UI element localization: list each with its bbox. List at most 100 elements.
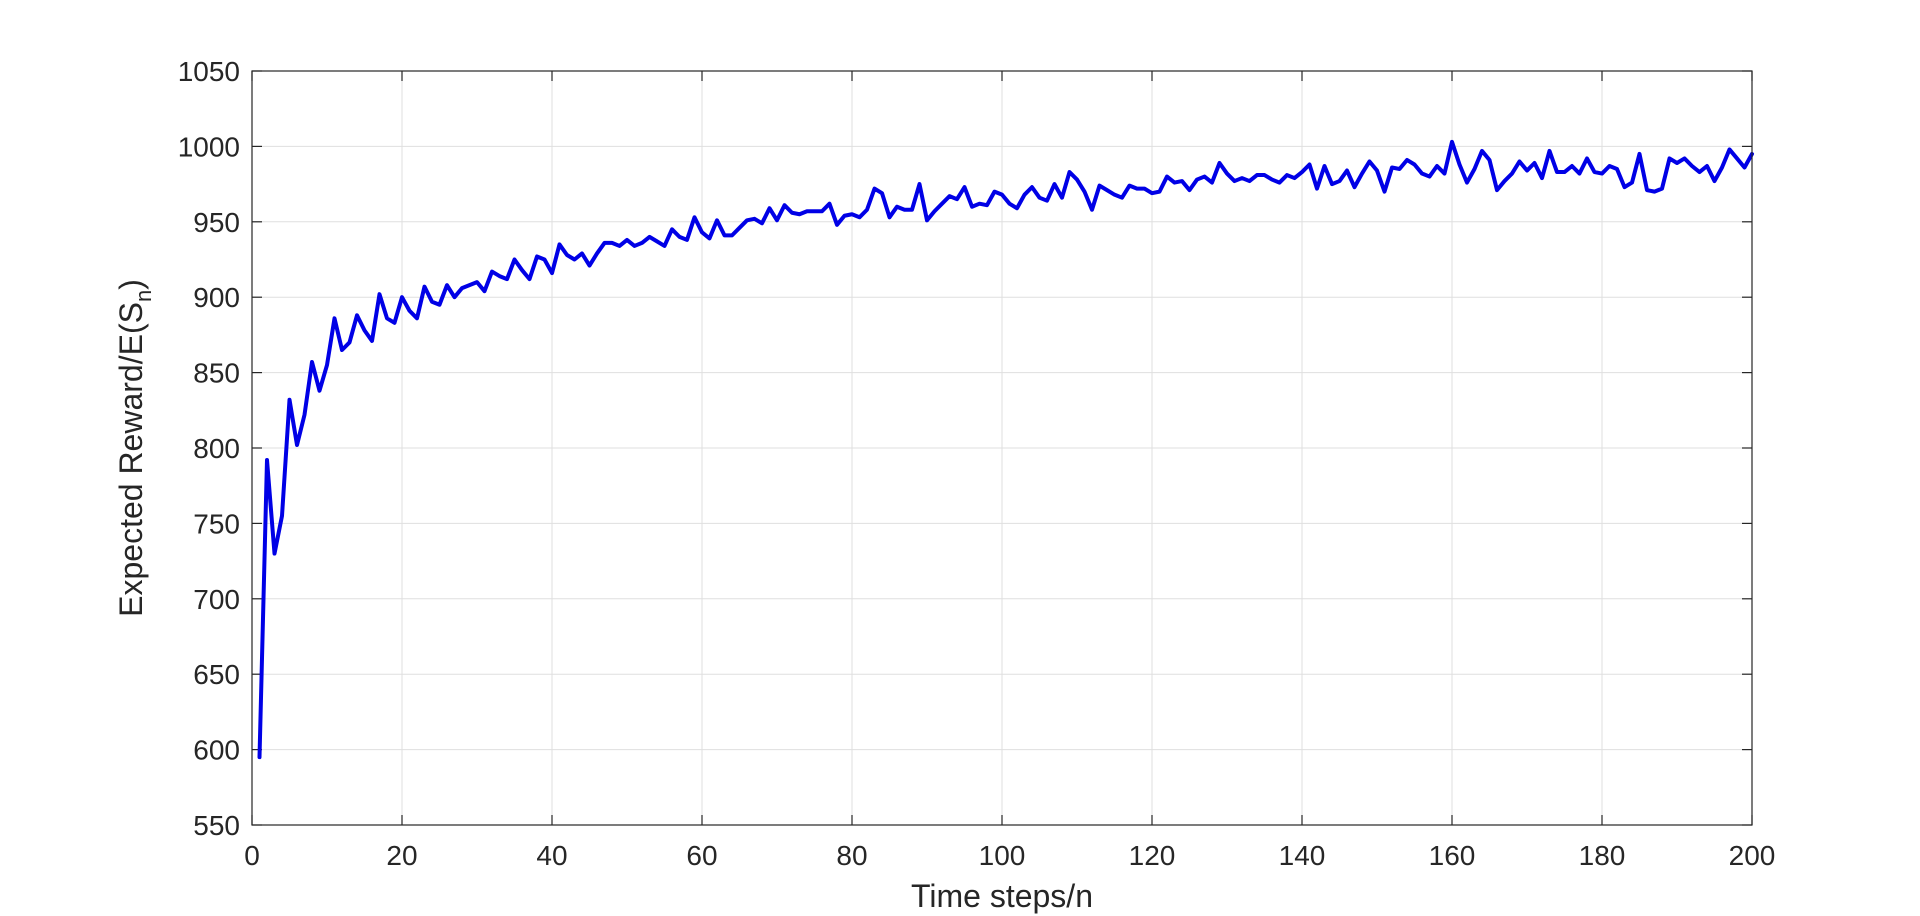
data-point xyxy=(978,202,982,206)
data-point xyxy=(1030,185,1034,189)
data-point xyxy=(1248,179,1252,183)
x-tick-label: 180 xyxy=(1579,840,1626,871)
data-point xyxy=(700,230,704,234)
data-point xyxy=(903,208,907,212)
data-point xyxy=(288,398,292,402)
data-point xyxy=(1398,167,1402,171)
data-point xyxy=(1668,156,1672,160)
data-point xyxy=(1315,187,1319,191)
y-tick-label: 800 xyxy=(193,433,240,464)
data-point xyxy=(1705,164,1709,168)
data-point xyxy=(1098,184,1102,188)
data-point xyxy=(1420,172,1424,176)
y-axis-label: Expected Reward/E(Sn) xyxy=(113,279,156,617)
data-point xyxy=(333,316,337,320)
data-point xyxy=(1458,163,1462,167)
y-tick-labels: 550 600 650 700 750 800 850 900 950 1000 1050 xyxy=(178,56,240,841)
data-point xyxy=(843,214,847,218)
data-point xyxy=(1293,176,1297,180)
data-point xyxy=(1083,190,1087,194)
y-tick-label: 750 xyxy=(193,508,240,539)
y-axis-label-subscript: n xyxy=(131,290,156,302)
data-point xyxy=(798,212,802,216)
data-point xyxy=(933,209,937,213)
data-point xyxy=(1615,167,1619,171)
data-point xyxy=(393,321,397,325)
data-point xyxy=(520,268,524,272)
data-point xyxy=(670,227,674,231)
data-point xyxy=(805,209,809,213)
data-point xyxy=(760,221,764,225)
data-point xyxy=(1345,169,1349,173)
data-point xyxy=(955,197,959,201)
data-point xyxy=(1533,161,1537,165)
data-point xyxy=(1638,152,1642,156)
data-point xyxy=(1540,176,1544,180)
data-point xyxy=(1105,188,1109,192)
data-point xyxy=(970,205,974,209)
plot-frame xyxy=(251,70,1753,826)
y-axis-label-close: ) xyxy=(113,279,149,290)
data-point xyxy=(1263,173,1267,177)
data-point xyxy=(835,223,839,227)
data-point xyxy=(1683,156,1687,160)
data-point xyxy=(1113,193,1117,197)
data-point xyxy=(1735,156,1739,160)
data-point xyxy=(1653,190,1657,194)
data-point xyxy=(790,211,794,215)
data-point xyxy=(1563,170,1567,174)
data-point xyxy=(1053,182,1057,186)
data-point xyxy=(1555,170,1559,174)
data-point xyxy=(580,251,584,255)
data-point xyxy=(1300,170,1304,174)
data-point xyxy=(1510,172,1514,176)
data-point xyxy=(1255,173,1259,177)
data-point xyxy=(1660,187,1664,191)
data-point xyxy=(1323,164,1327,168)
data-point xyxy=(633,244,637,248)
data-point xyxy=(1548,149,1552,153)
x-tick-label: 140 xyxy=(1279,840,1326,871)
data-point xyxy=(663,244,667,248)
data-point xyxy=(310,360,314,364)
data-point xyxy=(985,203,989,207)
data-point xyxy=(1165,175,1169,179)
data-point xyxy=(895,205,899,209)
data-point xyxy=(1360,172,1364,176)
data-point xyxy=(550,271,554,275)
data-point xyxy=(813,209,817,213)
data-point xyxy=(1128,184,1132,188)
data-point xyxy=(258,755,262,759)
data-point xyxy=(1000,193,1004,197)
data-point xyxy=(603,241,607,245)
data-point xyxy=(1233,179,1237,183)
data-point xyxy=(595,251,599,255)
data-point xyxy=(295,443,299,447)
data-point xyxy=(475,280,479,284)
data-point xyxy=(963,185,967,189)
data-point xyxy=(588,264,592,268)
data-point xyxy=(513,258,517,262)
data-point xyxy=(303,413,307,417)
y-tick-label: 600 xyxy=(193,735,240,766)
data-point xyxy=(378,292,382,296)
data-point xyxy=(1623,185,1627,189)
data-point xyxy=(1210,181,1214,185)
data-point xyxy=(655,239,659,243)
data-point xyxy=(1195,178,1199,182)
data-point xyxy=(1503,179,1507,183)
y-tick-label: 850 xyxy=(193,358,240,389)
data-point xyxy=(408,309,412,313)
data-point xyxy=(1203,175,1207,179)
data-point xyxy=(745,218,749,222)
data-point xyxy=(565,253,569,257)
data-point xyxy=(873,187,877,191)
data-point xyxy=(715,218,719,222)
data-point xyxy=(1728,147,1732,151)
data-point xyxy=(1135,187,1139,191)
data-point xyxy=(1570,164,1574,168)
data-point xyxy=(1068,170,1072,174)
y-tick-label: 1050 xyxy=(178,56,240,87)
data-point xyxy=(1225,172,1229,176)
